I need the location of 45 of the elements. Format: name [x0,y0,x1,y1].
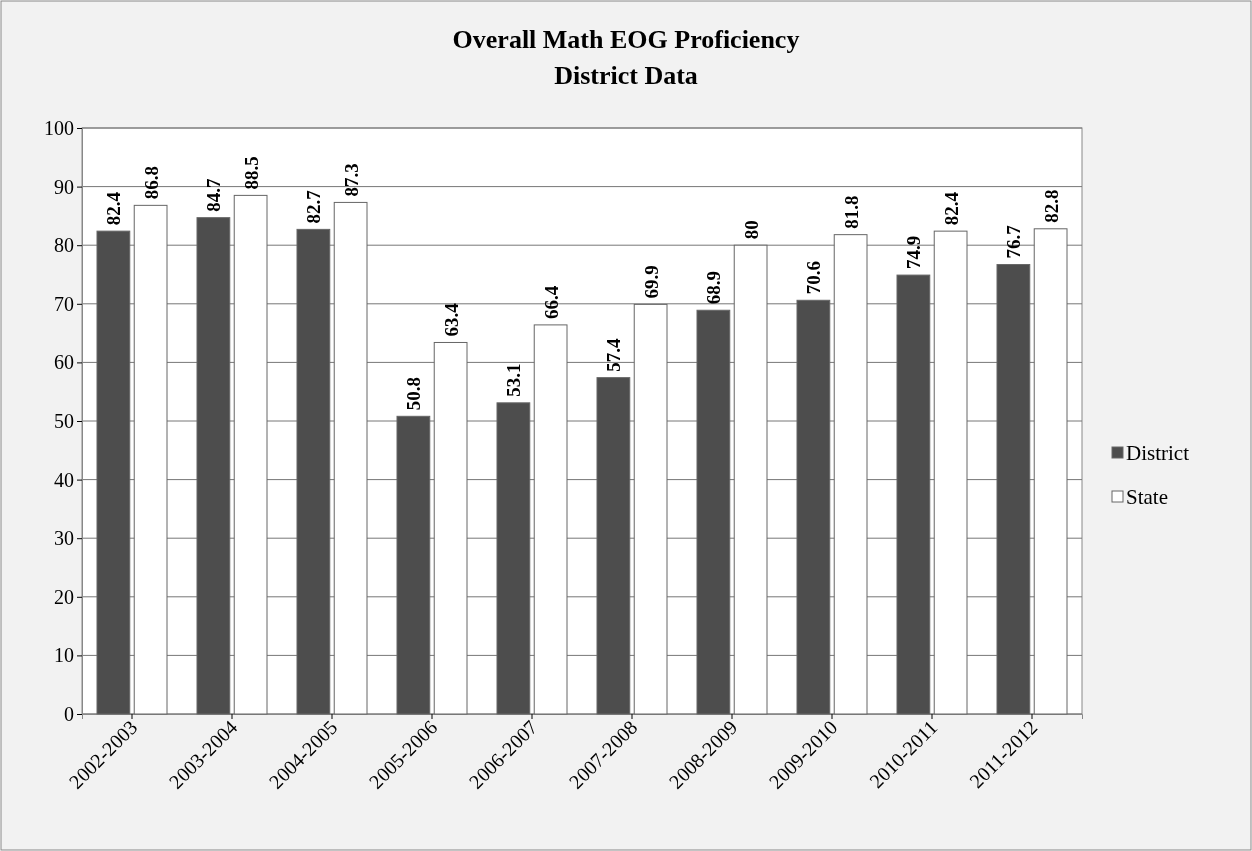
bar [296,228,331,715]
y-tick-label: 50 [54,409,74,432]
legend-label: State [1126,485,1168,509]
y-tick-label: 90 [54,175,74,198]
bar [996,264,1031,715]
data-label: 88.5 [240,156,262,190]
bar [796,299,831,715]
bar [396,415,431,715]
data-label: 63.4 [440,302,462,337]
data-label: 81.8 [840,195,862,229]
bar [96,230,131,715]
y-tick-label: 60 [54,351,74,374]
data-label: 76.7 [1003,224,1025,259]
y-tick-label: 100 [44,116,74,139]
data-label: 86.8 [140,166,162,200]
data-label: 84.7 [203,177,225,212]
y-tick-label: 40 [54,468,74,491]
data-label: 82.7 [303,189,325,224]
data-label: 57.4 [603,337,625,372]
legend-label: District [1126,441,1190,465]
data-label: 82.4 [940,191,962,226]
data-label: 50.8 [403,377,425,411]
y-tick-label: 80 [54,234,74,257]
data-label: 80 [740,220,762,240]
data-label: 70.6 [803,261,825,295]
chart-title: Overall Math EOG Proficiency [452,25,800,54]
bar [696,309,731,715]
data-label: 74.9 [903,235,925,270]
y-tick-label: 10 [54,644,74,667]
bar [196,217,231,715]
chart-subtitle: District Data [554,61,698,90]
y-tick-label: 30 [54,527,74,550]
data-label: 82.4 [103,191,125,226]
y-tick-label: 20 [54,585,74,608]
bar [596,377,631,715]
data-label: 66.4 [540,285,562,319]
bar [496,402,531,715]
y-tick-label: 0 [64,702,74,725]
bar [896,274,931,715]
data-label: 53.1 [503,363,525,397]
data-label: 87.3 [340,163,362,197]
data-label: 69.9 [640,265,662,299]
data-label: 82.8 [1040,189,1062,223]
y-tick-label: 70 [54,292,74,315]
data-label: 68.9 [703,271,725,305]
